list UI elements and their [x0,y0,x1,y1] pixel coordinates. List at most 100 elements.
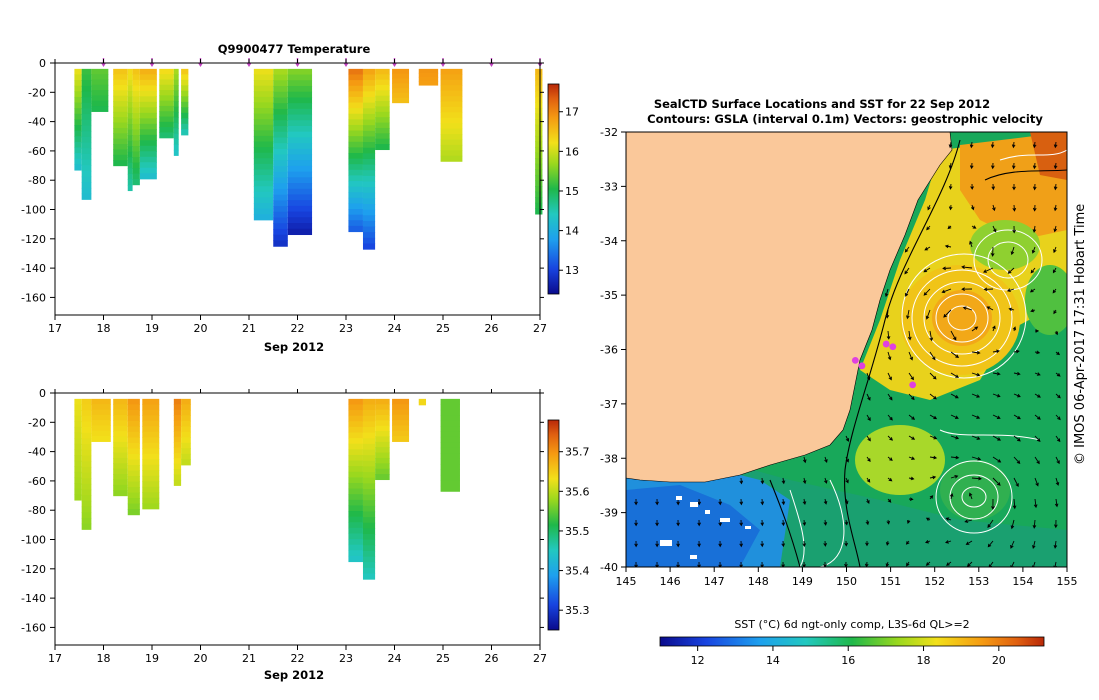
profile-cell [81,148,92,155]
profile-cell [535,158,543,165]
profile-cell [273,148,288,156]
profile-cell [287,103,313,110]
x-tick-label: 25 [436,322,450,335]
sst-colorbar-tick-label: 12 [691,654,705,667]
profile-cell [348,516,363,523]
profile-cell [127,107,133,114]
profile-cell [159,84,174,91]
profile-cell [127,118,133,125]
profile-cell [375,111,390,118]
velocity-arrow [823,477,828,484]
x-tick-label: 23 [339,322,353,335]
velocity-arrow [908,351,914,361]
profile-cell [127,409,140,416]
velocity-arrow [1034,477,1039,487]
profile-cell [362,125,376,132]
profile-cell [81,495,92,502]
profile-cell [74,438,82,445]
profile-cell [348,494,363,501]
profile-cell [348,181,363,188]
velocity-arrow [865,541,869,547]
profile-cell [127,146,133,153]
profile-cell [287,188,313,196]
profile-cell [173,79,179,86]
profile-cell [74,483,82,490]
profile-cell [375,68,390,75]
profile-cell [81,517,92,525]
velocity-arrow [1030,308,1036,313]
profile-cell [127,492,140,499]
velocity-arrow [923,288,931,296]
map-x-tick-label: 146 [660,575,681,588]
profile-cell [440,144,463,151]
profile-cell [139,134,157,141]
velocity-arrow [697,540,701,548]
profile-cell [440,426,460,433]
velocity-arrow [1013,435,1021,442]
profile-cell [362,500,376,507]
x-tick-label: 19 [145,322,159,335]
map-field [626,132,1067,567]
profile-cell [348,522,363,529]
profile-cell [91,404,111,411]
profile-cell [173,133,179,140]
velocity-arrow [929,455,938,460]
velocity-arrow [929,495,934,500]
profile-cell [127,415,140,422]
profile-cell [440,150,463,157]
profile-cell [173,409,182,416]
profile-cell [287,228,313,236]
profile-cell [362,421,376,428]
profile-cell [181,404,191,411]
velocity-arrow [1032,204,1037,212]
map-y-tick-label: -40 [600,561,618,574]
profile-cell [362,522,376,529]
velocity-arrow [823,498,828,505]
profile-cell [181,79,189,86]
x-tick-label: 23 [339,652,353,665]
profile-cell [535,102,543,109]
velocity-arrow [1011,141,1016,149]
profile-cell [362,483,376,490]
profile-cell [91,100,109,107]
profile-column [181,68,189,136]
velocity-arrow [1012,498,1017,510]
velocity-arrow [961,287,973,291]
profile-cell [440,420,460,427]
profile-cell [132,179,140,186]
profile-cell [348,449,363,456]
velocity-arrow [905,540,910,545]
profile-cell [81,432,92,440]
velocity-arrow [987,540,994,548]
x-tick-label: 21 [242,652,256,665]
profile-cell [181,415,191,422]
profile-cell [127,74,133,81]
profile-cell [173,128,179,135]
profile-cell [362,220,376,228]
profile-cell [142,459,160,466]
velocity-arrow [966,561,973,567]
profile-cell [375,431,390,438]
velocity-arrow [1055,477,1060,486]
profile-cell [81,489,92,496]
velocity-arrow [950,372,960,378]
velocity-arrow [986,306,994,311]
velocity-arrow [823,519,828,526]
velocity-arrow [948,183,953,190]
profile-column [142,398,160,510]
velocity-arrow [908,372,914,381]
velocity-arrow [924,246,931,251]
profile-column [91,398,111,442]
profile-cell [253,197,274,204]
profile-cell [173,436,182,443]
profile-cell [287,108,313,116]
velocity-arrow [802,561,806,567]
profile-cell [287,125,313,133]
profile-cell [132,79,140,86]
profile-cell [113,138,128,145]
profile-cell [348,74,363,81]
velocity-arrow [1013,414,1021,420]
profile-cell [375,74,390,81]
profile-cell [273,114,288,121]
velocity-arrow [929,393,937,400]
